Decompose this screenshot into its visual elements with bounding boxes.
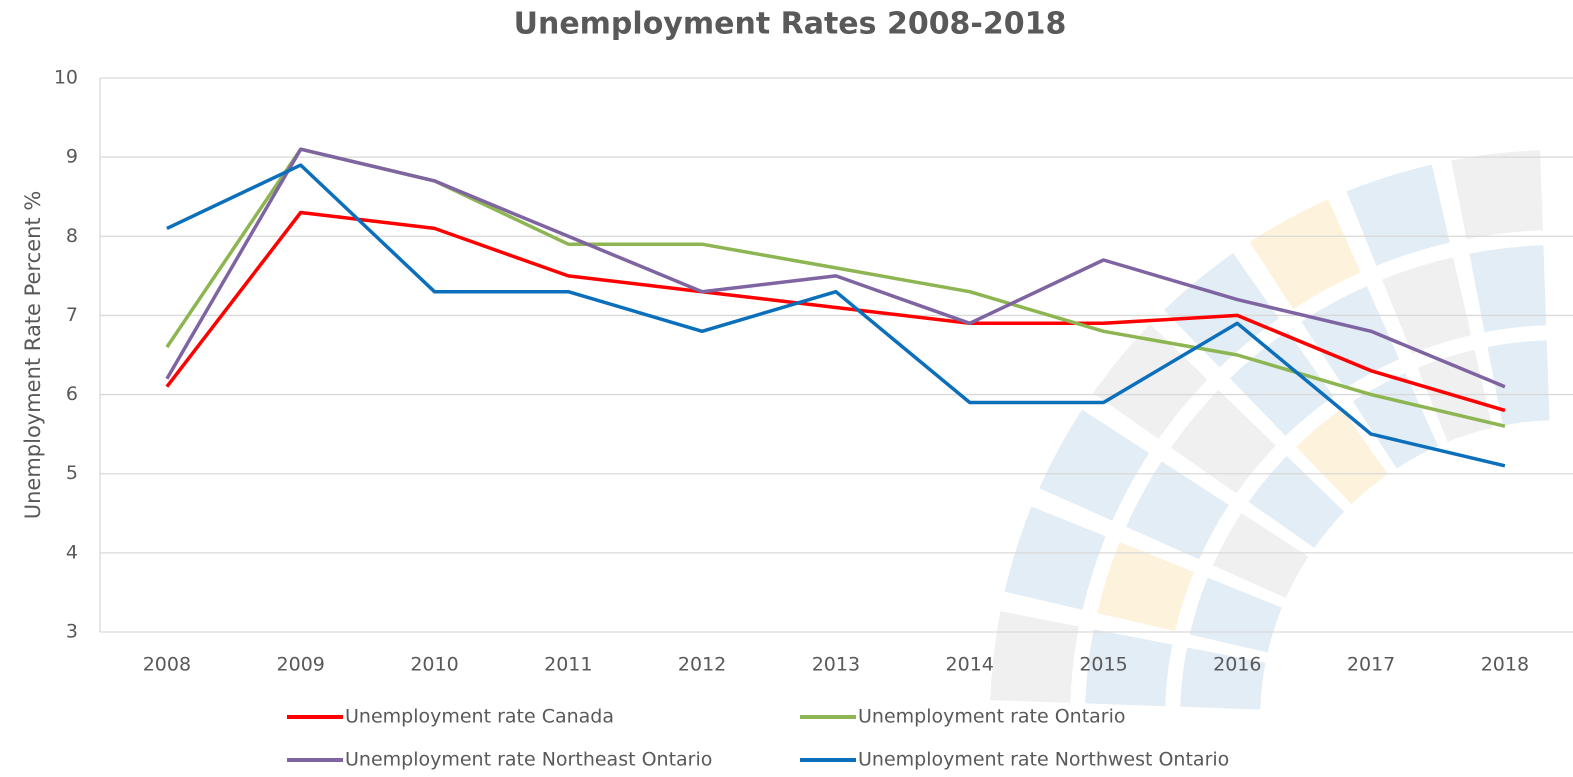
decor-segment	[1382, 257, 1471, 354]
x-tick-label: 2011	[544, 654, 592, 676]
decor-segment	[1451, 150, 1543, 239]
decor-segment	[990, 611, 1079, 703]
legend-label: Unemployment rate Northwest Ontario	[858, 749, 1229, 771]
y-tick-label: 3	[66, 621, 78, 643]
y-tick-label: 8	[66, 225, 78, 247]
y-tick-label: 9	[66, 146, 78, 168]
x-tick-label: 2016	[1213, 654, 1261, 676]
decor-segment	[1097, 542, 1194, 631]
x-tick-label: 2015	[1079, 654, 1127, 676]
chart: Unemployment Rates 2008-2018 Unemploymen…	[0, 0, 1573, 777]
decor-segment	[1347, 165, 1450, 266]
x-tick-label: 2012	[678, 654, 726, 676]
x-tick-label: 2013	[812, 654, 860, 676]
y-tick-label: 6	[66, 383, 78, 405]
legend-label: Unemployment rate Ontario	[858, 706, 1126, 728]
decor-segment	[1469, 245, 1546, 332]
y-tick-label: 7	[66, 304, 78, 326]
legend-label: Unemployment rate Canada	[345, 706, 614, 728]
legend-label: Unemployment rate Northeast Ontario	[345, 749, 712, 771]
y-tick-label: 5	[66, 462, 78, 484]
decor-segment	[1250, 199, 1361, 309]
x-tick-label: 2010	[410, 654, 458, 676]
x-tick-label: 2008	[143, 654, 191, 676]
y-tick-label: 4	[66, 541, 78, 563]
decor-segment	[1039, 410, 1149, 521]
chart-title: Unemployment Rates 2008-2018	[514, 7, 1067, 42]
background-decoration	[990, 150, 1549, 709]
decor-segment	[1164, 253, 1279, 367]
x-tick-label: 2017	[1347, 654, 1395, 676]
decor-segment	[1005, 507, 1106, 610]
x-tick-label: 2018	[1481, 654, 1529, 676]
y-tick-label: 10	[54, 67, 78, 89]
y-axis-label: Unemployment Rate Percent %	[21, 191, 45, 520]
x-tick-label: 2009	[277, 654, 325, 676]
x-tick-label: 2014	[946, 654, 994, 676]
